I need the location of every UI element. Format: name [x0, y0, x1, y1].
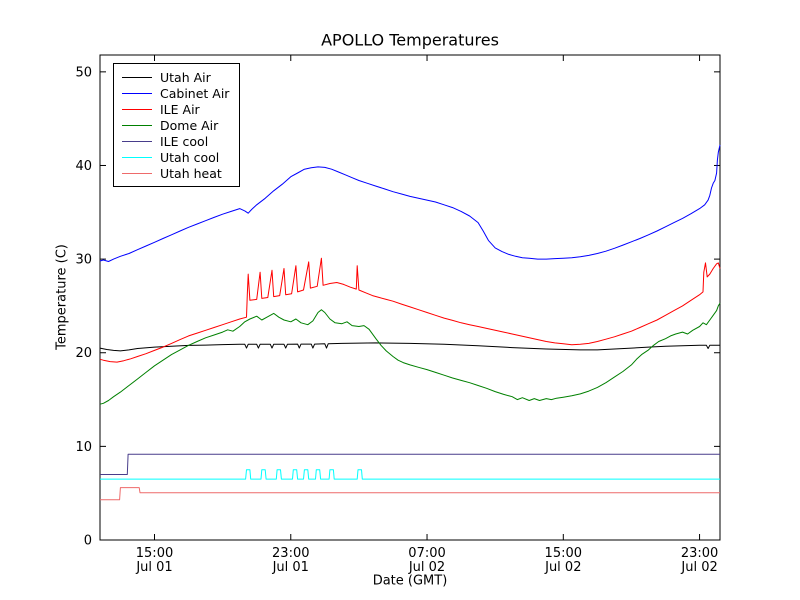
x-tick-label-date: Jul 01: [135, 560, 172, 575]
legend-label-ile-air: ILE Air: [160, 101, 200, 117]
y-axis-label: Temperature (C): [54, 244, 70, 350]
legend-swatch-utah-air: [122, 76, 152, 78]
series-line-utah-air: [99, 342, 720, 352]
series-line-utah-cool: [100, 469, 720, 480]
x-tick-label-time: 07:00: [408, 546, 445, 561]
y-tick-label: 50: [75, 65, 92, 80]
series-line-ile-cool: [100, 453, 720, 475]
legend-label-utah-cool: Utah cool: [160, 149, 220, 165]
legend-item-utah-air: Utah Air: [122, 69, 229, 85]
legend-label-utah-heat: Utah heat: [160, 165, 222, 181]
y-tick-label: 0: [84, 534, 92, 549]
x-axis-label: Date (GMT): [372, 573, 448, 589]
y-tick-label: 20: [75, 346, 92, 361]
legend-label-utah-air: Utah Air: [160, 69, 211, 85]
legend-swatch-cabinet-air: [122, 92, 152, 94]
series-line-dome-air: [99, 302, 721, 405]
legend-swatch-utah-heat: [122, 172, 152, 174]
y-tick-label: 10: [75, 440, 92, 455]
legend-label-ile-cool: ILE cool: [160, 133, 209, 149]
chart-title: APOLLO Temperatures: [321, 30, 499, 50]
series-line-utah-heat: [100, 487, 720, 501]
legend-swatch-ile-cool: [122, 140, 152, 142]
y-tick-label: 30: [75, 253, 92, 268]
x-tick-label-date: Jul 01: [272, 560, 309, 575]
series-line-cabinet-air: [99, 144, 721, 262]
x-tick-label-date: Jul 02: [408, 560, 445, 575]
legend-swatch-dome-air: [122, 124, 152, 126]
x-tick-label-time: 23:00: [272, 546, 309, 561]
x-tick-label-time: 15:00: [545, 546, 582, 561]
legend-label-cabinet-air: Cabinet Air: [160, 85, 230, 101]
plot-frame: [99, 54, 721, 541]
legend-item-ile-air: ILE Air: [122, 101, 229, 117]
x-tick-label-date: Jul 02: [544, 560, 581, 575]
x-tick-label-time: 23:00: [681, 546, 718, 561]
legend-item-cabinet-air: Cabinet Air: [122, 85, 229, 101]
legend-item-ile-cool: ILE cool: [122, 133, 229, 149]
y-tick-label: 40: [75, 159, 92, 174]
legend-item-dome-air: Dome Air: [122, 117, 229, 133]
legend-item-utah-heat: Utah heat: [122, 165, 229, 181]
legend-item-utah-cool: Utah cool: [122, 149, 229, 165]
x-tick-label-date: Jul 02: [680, 560, 717, 575]
legend-swatch-utah-cool: [122, 156, 152, 158]
x-tick-label-time: 15:00: [136, 546, 173, 561]
series-line-ile-air: [99, 257, 721, 363]
legend-label-dome-air: Dome Air: [160, 117, 219, 133]
legend: Utah Air Cabinet Air ILE Air Dome Air ILE co…: [113, 63, 241, 187]
legend-swatch-ile-air: [122, 108, 152, 110]
